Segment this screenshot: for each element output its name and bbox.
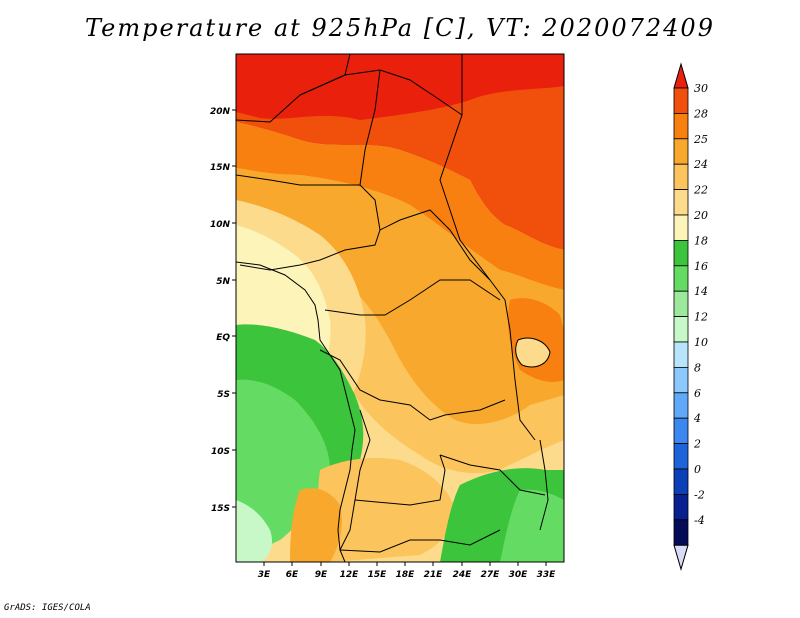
colorbar-segment (673, 290, 689, 318)
lon-label: 15E (368, 570, 388, 580)
colorbar-label: -2 (694, 488, 705, 501)
lake-victoria (515, 337, 551, 368)
colorbar-label: 14 (694, 285, 708, 298)
lon-label: 3E (258, 570, 271, 580)
coastline (236, 261, 356, 562)
band-25-28 (236, 122, 564, 290)
lon-label: 9E (315, 570, 328, 580)
lon-label: 6E (286, 570, 299, 580)
colorbar-label: 16 (694, 260, 708, 273)
lat-label: 15N (210, 163, 231, 173)
map-frame (235, 53, 565, 563)
colorbar-segment (673, 392, 689, 419)
colorbar-label: 18 (694, 234, 708, 247)
lon-label: 12E (340, 570, 360, 580)
grads-credit: GrADS: IGES/COLA (4, 603, 91, 613)
colorbar-segment (673, 443, 689, 470)
colorbar-segment (673, 214, 689, 241)
colorbar-segment (673, 87, 689, 114)
band-10-12 (236, 500, 273, 562)
lon-axis: 3E 6E 9E 12E 15E 18E 21E 24E 27E 30E 33E (258, 562, 556, 580)
colorbar-segment (673, 519, 689, 546)
colorbar-segment (673, 493, 689, 521)
lat-label: 10S (211, 447, 230, 457)
lat-label: EQ (216, 333, 230, 343)
lon-label: 27E (481, 570, 501, 580)
colorbar-segment (673, 113, 689, 140)
band-30-plus (236, 54, 564, 120)
colorbar-label: 25 (693, 133, 708, 146)
colorbar-segment (673, 239, 689, 267)
colorbar-label: 28 (693, 107, 708, 120)
colorbar-label: 24 (693, 158, 708, 171)
colorbar-segment (673, 468, 689, 495)
lon-label: 21E (424, 570, 444, 580)
colorbar-segment (673, 163, 689, 190)
lat-axis: 20N 15N 10N 5N EQ 5S 10S 15S (210, 107, 236, 514)
colorbar-label: 4 (693, 412, 701, 425)
band-14-southeast (500, 489, 564, 562)
lon-label: 24E (453, 570, 473, 580)
lat-label: 15S (211, 504, 230, 514)
colorbar-label: 0 (694, 463, 701, 476)
colorbar-segment (673, 189, 689, 216)
colorbar-label: 12 (694, 311, 708, 324)
colorbar-segment (673, 341, 689, 368)
colorbar-label: 6 (694, 387, 701, 400)
lon-label: 18E (396, 570, 416, 580)
colorbar-top-arrow (673, 62, 689, 89)
colorbar-segment (673, 138, 689, 165)
colorbar-segment (673, 265, 689, 292)
lat-label: 5N (216, 277, 230, 287)
colorbar-label: 10 (694, 336, 708, 349)
colorbar-label: 22 (693, 184, 708, 197)
colorbar-label: 8 (694, 361, 701, 374)
colorbar-segment (673, 316, 689, 343)
lat-label: 5S (217, 390, 230, 400)
band-24-southwest (290, 488, 342, 562)
colorbar-segment (673, 366, 689, 394)
band-22-24 (325, 270, 564, 474)
chart-title: Temperature at 925hPa [C], VT: 202007240… (85, 14, 715, 42)
colorbar-label: 20 (693, 209, 708, 222)
colorbar-bottom-arrow (673, 544, 689, 571)
temperature-field (236, 54, 564, 562)
lon-label: 33E (537, 570, 557, 580)
lat-label: 20N (210, 107, 231, 117)
colorbar-segment (673, 417, 689, 445)
lat-label: 10N (210, 220, 231, 230)
country-borders (236, 54, 549, 553)
colorbar-label: 30 (694, 82, 708, 95)
band-22-southwest (318, 458, 455, 562)
map-figure: 20N 15N 10N 5N EQ 5S 10S 15S 3E 6E 9E 12… (210, 53, 708, 580)
colorbar-label: -4 (694, 514, 705, 527)
colorbar-label: 2 (693, 438, 701, 451)
lon-label: 30E (509, 570, 529, 580)
